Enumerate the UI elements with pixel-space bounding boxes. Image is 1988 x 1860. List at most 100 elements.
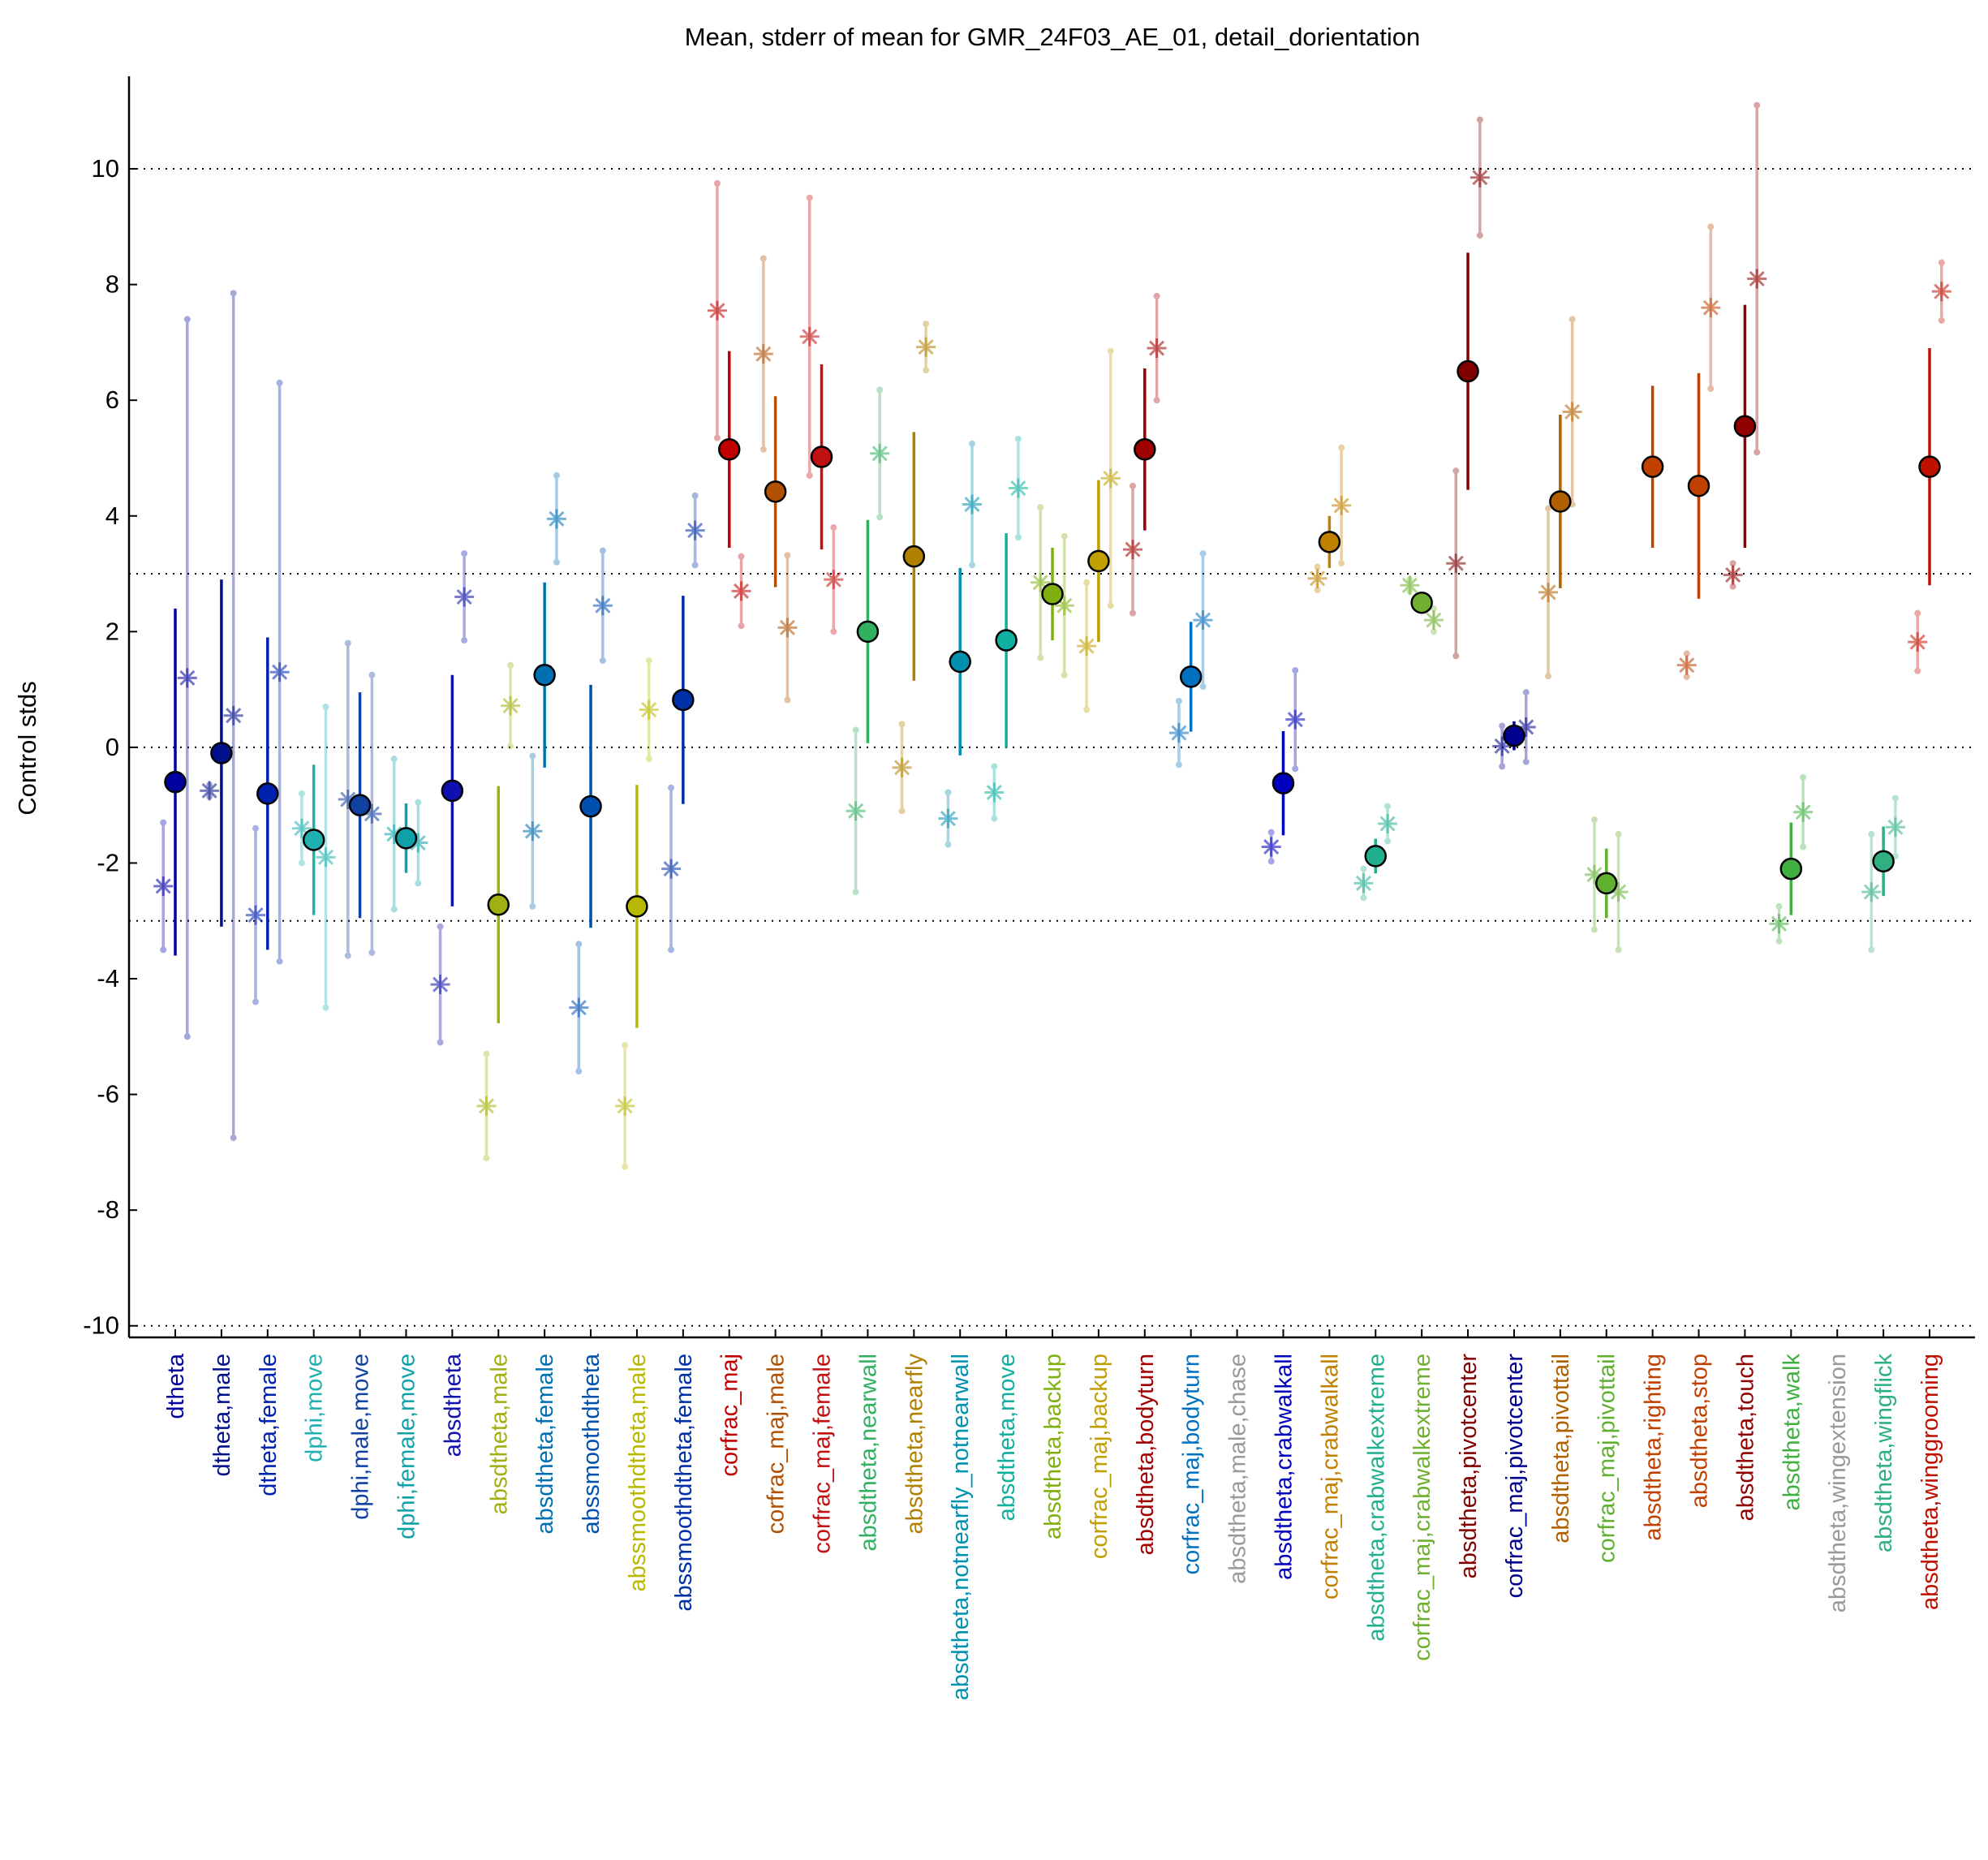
error-bar-cap — [1153, 292, 1160, 299]
asterisk-point — [1538, 582, 1559, 602]
asterisk-point — [846, 801, 866, 821]
error-bar-cap — [1360, 894, 1367, 902]
asterisk-point — [153, 876, 174, 896]
x-tick-label: dtheta,female — [256, 1354, 282, 1496]
x-tick-label: corfrac_maj — [717, 1354, 743, 1477]
asterisk-point — [892, 757, 912, 777]
error-bar-cap — [991, 815, 998, 822]
error-bar-cap — [368, 949, 376, 956]
error-bar-cap — [1590, 926, 1598, 933]
error-bar-cap — [529, 902, 536, 910]
asterisk-point — [1423, 610, 1444, 631]
error-bar-cap — [1615, 946, 1622, 954]
error-bar-cap — [969, 562, 976, 569]
x-tick-label: abssmoothdtheta — [579, 1353, 605, 1534]
mean-point — [902, 545, 926, 568]
error-bar-cap — [1384, 803, 1392, 810]
x-tick-label: corfrac_maj,pivottail — [1594, 1354, 1620, 1563]
x-tick-label: absdtheta,pivottail — [1548, 1354, 1574, 1544]
error-bar-cap — [622, 1163, 629, 1170]
y-tick-label: 0 — [105, 733, 119, 761]
error-bar-cap — [945, 841, 952, 848]
chart-title: Mean, stderr of mean for GMR_24F03_AE_01… — [685, 23, 1420, 51]
asterisk-point — [430, 975, 450, 995]
asterisk-point — [639, 700, 659, 720]
asterisk-point — [338, 790, 358, 810]
mean-point — [717, 438, 741, 461]
error-bar-cap — [1522, 689, 1530, 696]
x-tick-label: absdtheta,walk — [1779, 1354, 1805, 1511]
asterisk-point — [1608, 882, 1629, 902]
error-bar-cap — [483, 1155, 490, 1162]
error-bar-cap — [1338, 560, 1345, 567]
y-tick-label: 6 — [105, 385, 119, 414]
asterisk-point — [1701, 298, 1721, 318]
y-tick-label: -6 — [97, 1080, 119, 1109]
asterisk-point — [1008, 478, 1028, 498]
error-bar-cap — [1615, 830, 1622, 837]
error-bar-cap — [1107, 347, 1114, 355]
asterisk-point — [938, 808, 958, 829]
error-bar-cap — [1338, 444, 1345, 451]
asterisk-point — [1054, 596, 1074, 616]
asterisk-point — [1353, 873, 1374, 893]
mean-point — [1457, 360, 1479, 383]
mean-point — [1779, 857, 1803, 880]
error-bar-cap — [1267, 858, 1275, 865]
asterisk-point — [1147, 338, 1167, 359]
x-tick-label: absdtheta,righting — [1641, 1354, 1667, 1541]
mean-point — [672, 688, 695, 712]
error-bar-cap — [507, 743, 514, 750]
error-bar-cap — [1314, 587, 1321, 594]
error-bar-cap — [415, 799, 422, 806]
asterisk-point — [1446, 553, 1466, 574]
asterisk-point — [592, 596, 613, 616]
x-tick-label: absdtheta,bodyturn — [1133, 1354, 1159, 1555]
error-bar-cap — [160, 819, 167, 826]
error-bar-cap — [923, 321, 930, 328]
error-bar-cap — [529, 752, 536, 760]
mean-point — [441, 779, 464, 803]
mean-point — [1364, 845, 1388, 868]
error-bar-cap — [945, 789, 952, 796]
y-tick-label: 8 — [105, 270, 119, 299]
mean-point — [1041, 583, 1064, 605]
error-bar-cap — [160, 946, 167, 954]
error-bar-cap — [230, 290, 237, 297]
asterisk-point — [546, 509, 566, 529]
error-bar-cap — [1499, 722, 1506, 730]
asterisk-point — [269, 662, 290, 682]
x-tick-label: absdtheta,male,chase — [1225, 1354, 1251, 1584]
error-bar-cap — [368, 671, 376, 678]
asterisk-point — [615, 1096, 635, 1116]
mean-point — [1641, 455, 1664, 478]
error-bar-cap — [1938, 259, 1945, 266]
error-bar-cap — [806, 194, 813, 201]
error-bar-cap — [1360, 865, 1367, 872]
mean-point — [348, 794, 372, 816]
error-bar-cap — [830, 524, 837, 532]
asterisk-point — [362, 803, 382, 824]
mean-point — [626, 895, 648, 918]
error-bar-cap — [622, 1042, 629, 1049]
error-bar-cap — [645, 657, 652, 664]
error-bar-cap — [1914, 609, 1921, 617]
asterisk-point — [1492, 736, 1513, 756]
error-bar-cap — [1800, 773, 1807, 781]
error-bar-cap — [1800, 843, 1807, 850]
x-tick-label: corfrac_maj,male — [764, 1354, 790, 1534]
error-bar-cap — [230, 1135, 237, 1142]
error-bar-cap — [553, 558, 560, 566]
mean-point — [1549, 490, 1572, 513]
x-tick-label: absdtheta,wingflick — [1871, 1354, 1897, 1553]
error-bar-cap — [461, 550, 468, 558]
mean-point — [1687, 474, 1710, 497]
error-bar-cap — [298, 790, 305, 797]
error-bar-cap — [1129, 482, 1136, 489]
asterisk-point — [177, 668, 197, 688]
error-bar-cap — [1314, 563, 1321, 570]
error-bar-cap — [1707, 223, 1715, 230]
error-bar-cap — [276, 379, 283, 386]
mean-point — [1594, 872, 1618, 895]
error-bar-cap — [483, 1050, 490, 1057]
